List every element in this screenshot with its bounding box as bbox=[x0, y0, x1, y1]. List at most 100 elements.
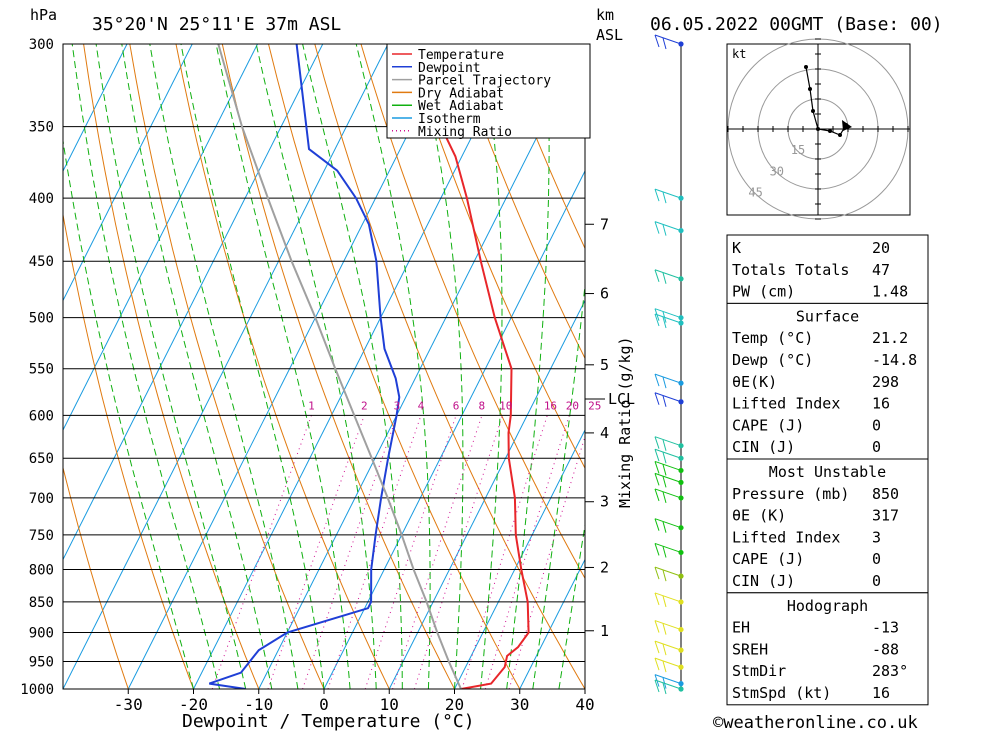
wet-adiabat-line bbox=[71, 44, 221, 689]
most-unstable-label: CAPE (J) bbox=[732, 550, 804, 568]
wind-barb-staff bbox=[654, 542, 682, 553]
wind-barb-staff bbox=[654, 640, 682, 651]
dry-adiabat-line bbox=[63, 465, 129, 689]
wind-level-dot bbox=[678, 227, 684, 234]
wind-barb-flag bbox=[654, 640, 660, 654]
plot-frame bbox=[62, 43, 586, 690]
isotherm-line bbox=[454, 428, 585, 689]
hodograph-ring-label: 45 bbox=[748, 186, 762, 200]
pressure-tick-label: 750 bbox=[29, 528, 54, 544]
most-unstable-label: Lifted Index bbox=[732, 528, 840, 546]
wet-adiabat-line bbox=[558, 522, 585, 689]
km-tick-label: 6 bbox=[600, 285, 609, 303]
wind-barb-staff bbox=[654, 34, 682, 45]
wind-level-dot bbox=[678, 467, 684, 474]
wind-barb-flag bbox=[654, 313, 660, 327]
hodograph-stats-label: StmDir bbox=[732, 662, 786, 680]
surface-box bbox=[726, 302, 929, 460]
pressure-tick-label: 900 bbox=[29, 626, 54, 642]
wind-level-dot bbox=[678, 315, 684, 321]
hodograph-point bbox=[804, 65, 808, 69]
indices-label: PW (cm) bbox=[732, 283, 795, 301]
wind-level-dot bbox=[678, 455, 684, 461]
wind-barb-staff bbox=[654, 472, 682, 483]
surface-value: 0 bbox=[872, 416, 881, 434]
x-tick-label: 10 bbox=[380, 695, 399, 714]
wind-barb-flag bbox=[662, 37, 667, 50]
wind-barb-staff bbox=[654, 188, 682, 199]
wind-barb-flag bbox=[654, 269, 660, 282]
isotherm-line bbox=[63, 44, 389, 689]
hodograph-ring-label: 15 bbox=[791, 143, 805, 157]
surface-label: CAPE (J) bbox=[732, 416, 804, 434]
isotherm-line bbox=[519, 558, 585, 689]
dry-adiabat-line bbox=[268, 44, 521, 689]
wet-adiabat-line bbox=[355, 44, 431, 689]
surface-label: Temp (°C) bbox=[732, 329, 813, 347]
wind-level-dot bbox=[678, 195, 684, 201]
wind-barb-flag bbox=[654, 34, 660, 48]
wind-barb-flag bbox=[654, 679, 660, 693]
km-tick-label: 5 bbox=[600, 356, 609, 374]
most-unstable-value: 3 bbox=[872, 528, 881, 546]
wind-profile bbox=[654, 34, 684, 695]
wind-barb-staff bbox=[654, 620, 682, 631]
indices-value: 1.48 bbox=[872, 283, 908, 301]
surface-value: 21.2 bbox=[872, 329, 908, 347]
wind-barb-flag bbox=[662, 491, 667, 504]
wet-adiabat-line bbox=[63, 137, 194, 689]
hodograph-ring-label: 30 bbox=[770, 164, 784, 178]
wind-barb-staff bbox=[654, 313, 682, 324]
pressure-tick-label: 350 bbox=[29, 120, 54, 136]
pressure-tick-label: 950 bbox=[29, 655, 54, 671]
dry-adiabat-line bbox=[221, 44, 455, 689]
wind-barb-staff bbox=[654, 448, 682, 459]
most-unstable-label: CIN (J) bbox=[732, 572, 795, 590]
wind-level-dot bbox=[678, 664, 684, 670]
wind-barb-flag bbox=[662, 439, 667, 451]
wind-barb-flag bbox=[662, 272, 667, 284]
pressure-tick-label: 700 bbox=[29, 491, 54, 507]
pressure-tick-label: 800 bbox=[29, 562, 54, 578]
isotherm-line bbox=[258, 44, 585, 689]
surface-label: Dewp (°C) bbox=[732, 351, 813, 369]
pressure-tick-label: 300 bbox=[29, 37, 54, 53]
pressure-tick-label: 650 bbox=[29, 451, 54, 467]
wind-barb-staff bbox=[654, 373, 682, 384]
hodograph-stats-box bbox=[726, 592, 929, 706]
mixing-ratio-label: 3 bbox=[394, 400, 401, 413]
wind-level-dot bbox=[678, 399, 684, 405]
x-tick-label: -30 bbox=[114, 695, 143, 714]
wet-adiabat-line bbox=[506, 44, 550, 689]
pressure-tick-label: 500 bbox=[29, 311, 54, 327]
wind-barb-flag bbox=[654, 488, 660, 502]
km-tick-label: 1 bbox=[600, 622, 609, 640]
isotherm-line bbox=[323, 169, 585, 689]
x-tick-label: -20 bbox=[179, 695, 208, 714]
hodograph-storm-arrow bbox=[842, 120, 852, 131]
hpa-unit-label: hPa bbox=[30, 6, 57, 24]
hodograph-unit: kt bbox=[732, 47, 746, 61]
copyright-footer: ©weatheronline.co.uk bbox=[713, 713, 918, 733]
asl-unit-label: ASL bbox=[596, 26, 623, 44]
wind-barb-flag bbox=[654, 461, 660, 474]
dry-adiabat-line bbox=[453, 44, 585, 360]
x-tick-label: -10 bbox=[244, 695, 273, 714]
hodograph-stats-label: EH bbox=[732, 619, 750, 637]
wind-barb-staff bbox=[654, 269, 682, 280]
wet-adiabat-line bbox=[302, 44, 403, 689]
wind-barb-staff bbox=[654, 674, 682, 685]
surface-value: 0 bbox=[872, 438, 881, 456]
wind-barb-flag bbox=[662, 395, 667, 407]
mixing-ratio-line bbox=[302, 415, 398, 689]
mixing-ratio-axis-title: Mixing Ratio (g/kg) bbox=[616, 336, 634, 508]
wind-barb-flag bbox=[654, 543, 660, 556]
x-tick-label: 40 bbox=[575, 695, 594, 714]
mixing-ratio-label: 6 bbox=[453, 400, 460, 413]
indices-value: 47 bbox=[872, 261, 890, 279]
mixing-ratio-label: 16 bbox=[544, 400, 557, 413]
hodograph-stats-value: 16 bbox=[872, 684, 890, 702]
wind-level-dot bbox=[678, 443, 684, 449]
